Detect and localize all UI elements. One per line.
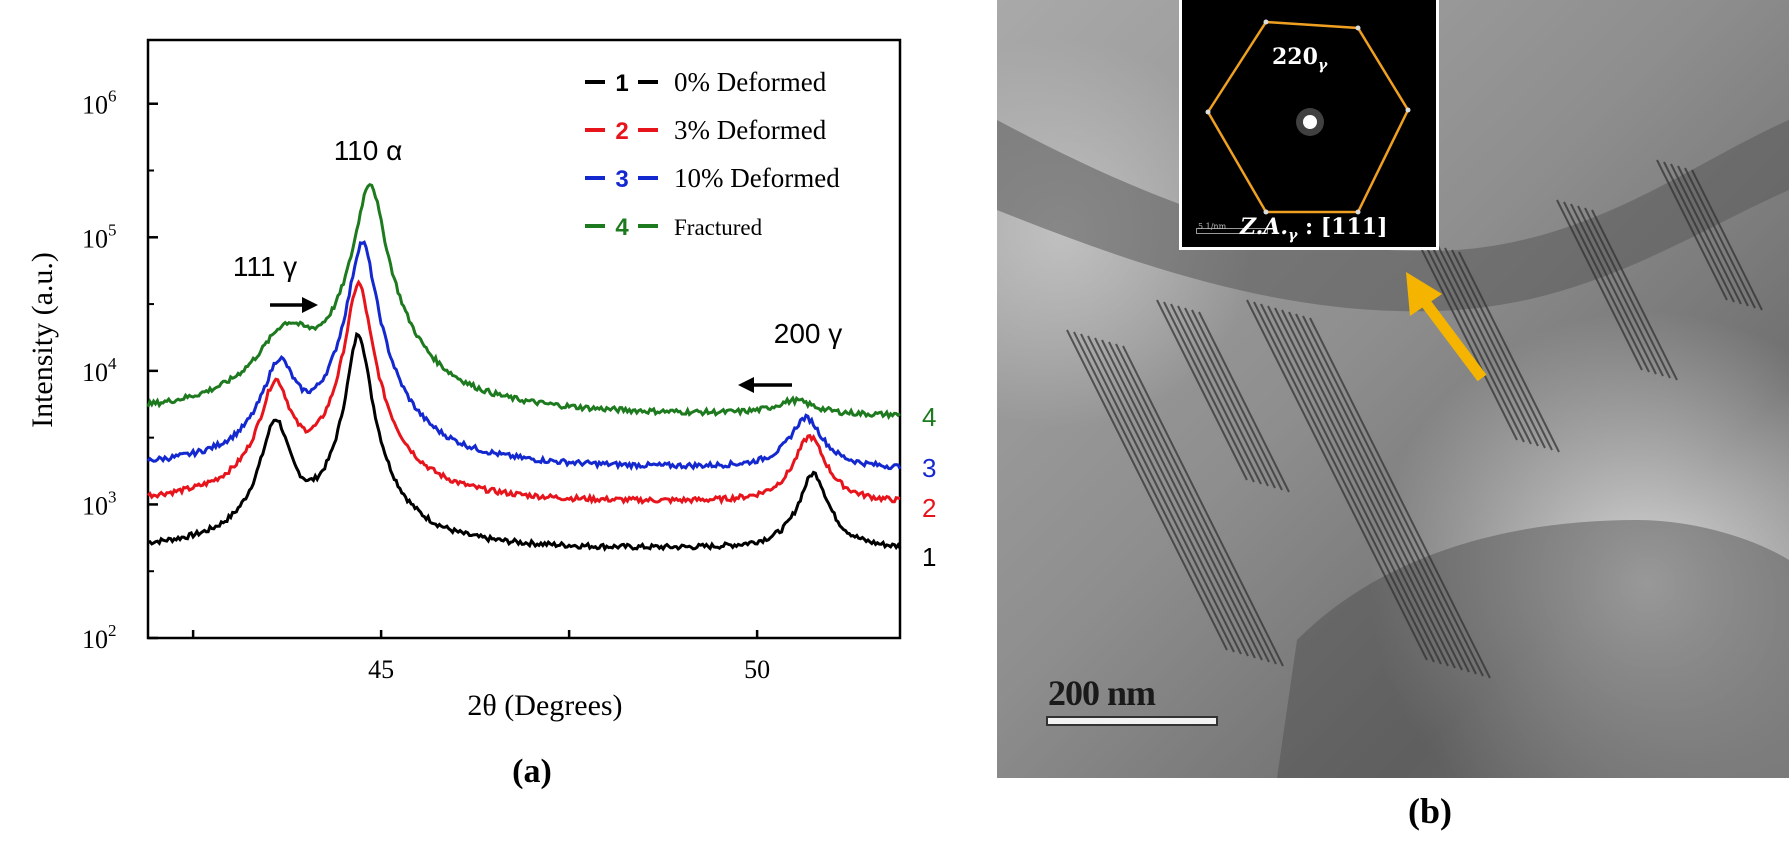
diffraction-spot-label: 220γ <box>1272 44 1328 74</box>
x-axis-ticks: 45 50 <box>191 630 770 684</box>
fault-line <box>1253 301 1435 663</box>
series-line-4 <box>146 183 901 421</box>
fault-line <box>1444 247 1546 449</box>
series-line-1 <box>147 331 902 552</box>
fault-line <box>1101 339 1263 661</box>
fault-line <box>1281 309 1463 671</box>
fault-line <box>1073 331 1235 653</box>
yellow-arrow <box>1406 272 1487 382</box>
peak-label-200g: 200 γ <box>774 318 843 349</box>
fault-line <box>1430 243 1532 445</box>
panel-b-label: (b) <box>1408 791 1452 831</box>
fault-line <box>1184 307 1276 489</box>
fault-line <box>1156 299 1248 481</box>
fault-line <box>1302 315 1484 677</box>
fault-line <box>1274 307 1456 669</box>
fault-line <box>1656 159 1728 301</box>
plot-frame <box>146 38 902 640</box>
fault-line <box>1267 305 1449 667</box>
legend-series-id: 2 <box>615 118 628 145</box>
fault-line <box>1080 333 1242 655</box>
fault-line <box>1246 299 1428 661</box>
fault-line <box>1115 343 1277 665</box>
scale-bar-label: 200 nm <box>1048 673 1156 713</box>
legend-label: 0% Deformed <box>674 67 827 97</box>
panel-a-label: (a) <box>512 753 552 790</box>
fault-line <box>1691 169 1763 311</box>
fault-line <box>1684 167 1756 309</box>
fault-line <box>1094 337 1256 659</box>
fault-line <box>1437 245 1539 447</box>
fault-line <box>1177 305 1269 487</box>
fault-line <box>1663 161 1735 303</box>
legend-series-id: 3 <box>615 166 628 193</box>
series-line-2 <box>146 279 901 506</box>
fault-line <box>1170 303 1262 485</box>
curve-end-label-2: 2 <box>922 493 936 523</box>
x-tick-label: 45 <box>368 655 394 684</box>
fault-line <box>1570 203 1657 375</box>
fault-line <box>1122 345 1284 667</box>
fault-line <box>1087 335 1249 657</box>
fault-line <box>1591 209 1678 381</box>
inset-scale-bar <box>1196 228 1268 234</box>
fault-line <box>1423 241 1525 443</box>
fault-line <box>1198 311 1290 493</box>
y-axis-label: Intensity (a.u.) <box>26 252 59 428</box>
legend-label: 3% Deformed <box>674 115 827 145</box>
fault-line <box>1309 317 1491 679</box>
y-tick-label: 104 <box>82 354 117 387</box>
legend-label: 10% Deformed <box>674 163 840 193</box>
peak-label-110a: 110 α <box>334 135 403 166</box>
fault-line <box>1677 165 1749 307</box>
x-tick-label: 50 <box>744 655 770 684</box>
legend-series-id: 4 <box>615 214 629 241</box>
x-axis-label: 2θ (Degrees) <box>467 689 622 722</box>
saed-inset <box>1179 0 1439 250</box>
y-axis-ticks: 102 103 104 105 106 <box>82 87 158 654</box>
y-tick-label: 102 <box>82 621 117 654</box>
legend-label: Fractured <box>674 215 763 240</box>
fault-line <box>1288 311 1470 673</box>
fault-line <box>1670 163 1742 305</box>
central-spot <box>1303 115 1317 129</box>
y-tick-label: 106 <box>82 87 117 120</box>
y-tick-label: 105 <box>82 220 117 253</box>
fault-line <box>1458 251 1560 453</box>
diffraction-pattern <box>1205 19 1411 215</box>
scale-bar <box>1046 716 1218 726</box>
curve-end-label-4: 4 <box>922 402 936 432</box>
series-line-3 <box>146 240 902 472</box>
fault-line <box>1416 239 1518 441</box>
fault-line <box>1108 341 1270 663</box>
fault-line <box>1563 201 1650 373</box>
fault-line <box>1577 205 1664 377</box>
shift-arrow-right <box>270 297 318 313</box>
zone-axis-label: Z.A.γ : [111] <box>1240 214 1388 244</box>
curves <box>146 183 902 552</box>
fault-line <box>1451 249 1553 451</box>
inset-scale-label: 5 1/nm <box>1198 222 1227 231</box>
fault-line <box>1191 309 1283 491</box>
peak-annotations: 111 γ 110 α 200 γ <box>233 135 842 349</box>
fault-line <box>1163 301 1255 483</box>
curve-end-labels: 4 3 2 1 <box>922 402 936 572</box>
grain-boundary <box>997 120 1789 312</box>
dislocation-region <box>1277 520 1789 778</box>
shift-arrow-left <box>738 377 792 393</box>
curve-end-label-3: 3 <box>922 453 936 483</box>
fault-line <box>1556 199 1643 371</box>
fault-line <box>1584 207 1671 379</box>
stacking-fault-bands <box>1066 159 1763 679</box>
fault-line <box>1066 329 1228 651</box>
fault-line <box>1295 313 1477 675</box>
peak-label-111g: 111 γ <box>233 251 297 282</box>
fault-line <box>1260 303 1442 665</box>
legend-series-id: 1 <box>615 70 628 97</box>
curve-end-label-1: 1 <box>922 542 936 572</box>
y-tick-label: 103 <box>82 487 117 520</box>
